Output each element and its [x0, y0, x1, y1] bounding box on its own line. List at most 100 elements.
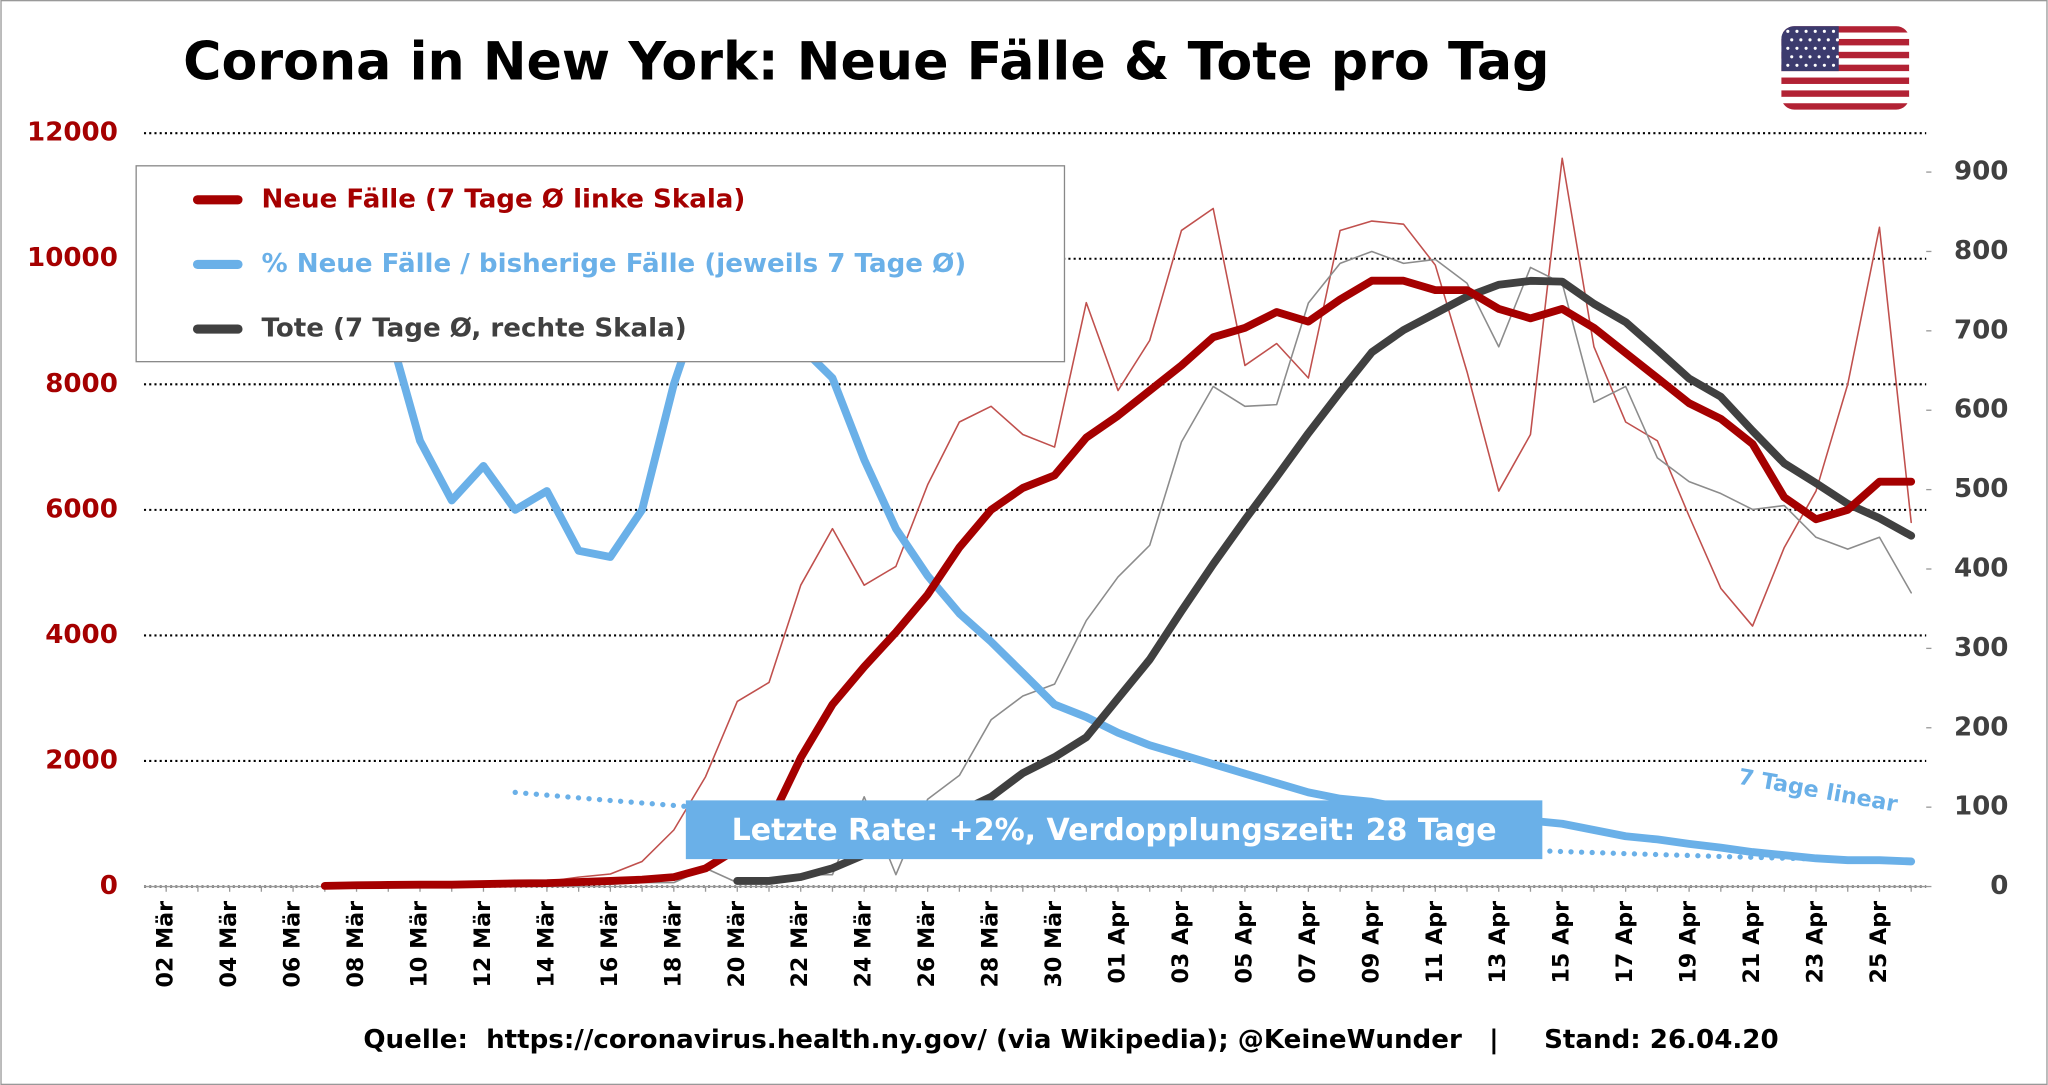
flag-star	[1813, 46, 1817, 50]
x-tick-label: 11 Apr	[1422, 901, 1448, 984]
y2-tick-label: 300	[1954, 633, 2009, 663]
x-tick-label: 08 Mär	[343, 901, 369, 988]
annotation-box	[685, 800, 1543, 860]
x-tick-label: 06 Mär	[280, 901, 306, 988]
y-tick-label: 12000	[27, 118, 118, 148]
annotation: Letzte Rate: +2%, Verdopplungszeit: 28 T…	[732, 813, 1497, 848]
flag-stripe	[1781, 77, 1910, 85]
flag-star	[1790, 38, 1794, 42]
flag-star	[1822, 46, 1826, 50]
flag-star	[1786, 46, 1790, 50]
x-tick-label: 23 Apr	[1803, 901, 1829, 984]
x-tick-label: 17 Apr	[1612, 901, 1638, 984]
y2-tick-label: 700	[1954, 315, 2009, 345]
x-tick-label: 25 Apr	[1866, 901, 1892, 984]
series-line	[320, 276, 1916, 890]
x-tick-label: 09 Apr	[1358, 901, 1384, 984]
x-tick-label: 19 Apr	[1676, 901, 1702, 984]
grid: 0 2000 4000 6000 8000 10000 12000 0 100 200 300 400…	[27, 118, 2008, 988]
flag-stripe	[1781, 90, 1910, 98]
chart-title: Corona in New York: Neue Fälle & Tote pr…	[183, 32, 1549, 92]
y-tick-label: 2000	[45, 745, 118, 775]
y2-tick-label: 500	[1954, 474, 2009, 504]
flag-star	[1831, 63, 1836, 67]
flag-star	[1795, 46, 1799, 50]
flag-stripe	[1781, 38, 1910, 46]
y2-tick-label: 200	[1954, 712, 2009, 742]
y2-tick-label: 900	[1954, 157, 2009, 187]
flag	[1781, 26, 1910, 110]
legend-label: Tote (7 Tage Ø, rechte Skala)	[261, 314, 686, 344]
source: Quelle: https://coronavirus.health.ny.go…	[363, 1025, 1778, 1055]
x-tick-label: 13 Apr	[1485, 901, 1511, 984]
flag-star	[1804, 29, 1808, 33]
flag-star	[1822, 29, 1826, 33]
flag-star	[1826, 55, 1830, 59]
flag-stripe	[1781, 51, 1910, 59]
x-tick-label: 02 Mär	[153, 901, 179, 988]
flag-star	[1835, 38, 1839, 42]
flag-star	[1786, 63, 1790, 67]
flag-stripe	[1781, 96, 1910, 104]
legend-label: Neue Fälle (7 Tage Ø linke Skala)	[261, 184, 745, 214]
legend-label: % Neue Fälle / bisherige Fälle (jeweils …	[261, 249, 966, 279]
x-tick-label: 22 Mär	[787, 901, 813, 988]
y-tick-label: 4000	[45, 620, 118, 650]
x-tick-label: 03 Apr	[1168, 901, 1194, 984]
x-tick-label: 12 Mär	[470, 901, 496, 988]
y-tick-label: 6000	[45, 494, 118, 524]
x-tick-label: 15 Apr	[1549, 901, 1575, 984]
x-tick-label: 05 Apr	[1231, 901, 1257, 984]
flag-star	[1808, 55, 1812, 59]
flag-star	[1799, 55, 1803, 59]
x-tick-label: 16 Mär	[597, 901, 623, 988]
flag-stripe	[1781, 83, 1910, 91]
flag-star	[1808, 38, 1812, 42]
series-line	[352, 185, 1916, 866]
y2-tick-label: 0	[1990, 871, 2008, 901]
flag-star	[1795, 63, 1799, 67]
y2-tick-label: 400	[1954, 554, 2009, 584]
flag-star	[1799, 38, 1803, 42]
flag-star	[1835, 55, 1839, 59]
flag-star	[1817, 38, 1821, 42]
x-tick-label: 21 Apr	[1739, 901, 1765, 984]
flag-stripe	[1781, 45, 1910, 53]
y2-tick-label: 100	[1954, 792, 2009, 822]
x-tick-label: 24 Mär	[851, 901, 877, 988]
x-tick-label: 07 Apr	[1295, 901, 1321, 984]
flag-star	[1831, 46, 1836, 50]
flag-star	[1804, 46, 1808, 50]
y-tick-label: 8000	[45, 369, 118, 399]
flag-star	[1790, 55, 1794, 59]
x-tick-label: 04 Mär	[216, 901, 242, 988]
flag-stripe	[1781, 32, 1910, 40]
x-tick-label: 10 Mär	[407, 901, 433, 988]
flag-stripe	[1781, 103, 1910, 110]
overlay: Neue Fälle (7 Tage Ø linke Skala) % Neue …	[135, 165, 1900, 860]
y2-tick-label: 600	[1954, 395, 2009, 425]
x-tick-label: 01 Apr	[1105, 901, 1131, 984]
flag-star	[1831, 29, 1836, 33]
flag-star	[1786, 29, 1790, 33]
series-line	[609, 250, 1912, 885]
flag-star	[1804, 63, 1808, 67]
x-tick-label: 30 Mär	[1041, 901, 1067, 988]
flag-stripe	[1781, 26, 1910, 33]
x-tick-label: 20 Mär	[724, 901, 750, 988]
flag-star	[1817, 55, 1821, 59]
x-tick-label: 28 Mär	[978, 901, 1004, 988]
x-tick-label: 26 Mär	[914, 901, 940, 988]
flag-star	[1813, 29, 1817, 33]
flag-stripe	[1781, 71, 1910, 78]
flag-stripe	[1781, 58, 1910, 66]
flag-star	[1795, 29, 1799, 33]
y-tick-label: 10000	[27, 243, 118, 273]
x-tick-label: 14 Mär	[533, 901, 559, 988]
flag-stripe	[1781, 64, 1910, 72]
y2-tick-label: 800	[1954, 236, 2009, 266]
flag-star	[1822, 63, 1826, 67]
flag-canton	[1781, 26, 1839, 72]
flag-star	[1826, 38, 1830, 42]
